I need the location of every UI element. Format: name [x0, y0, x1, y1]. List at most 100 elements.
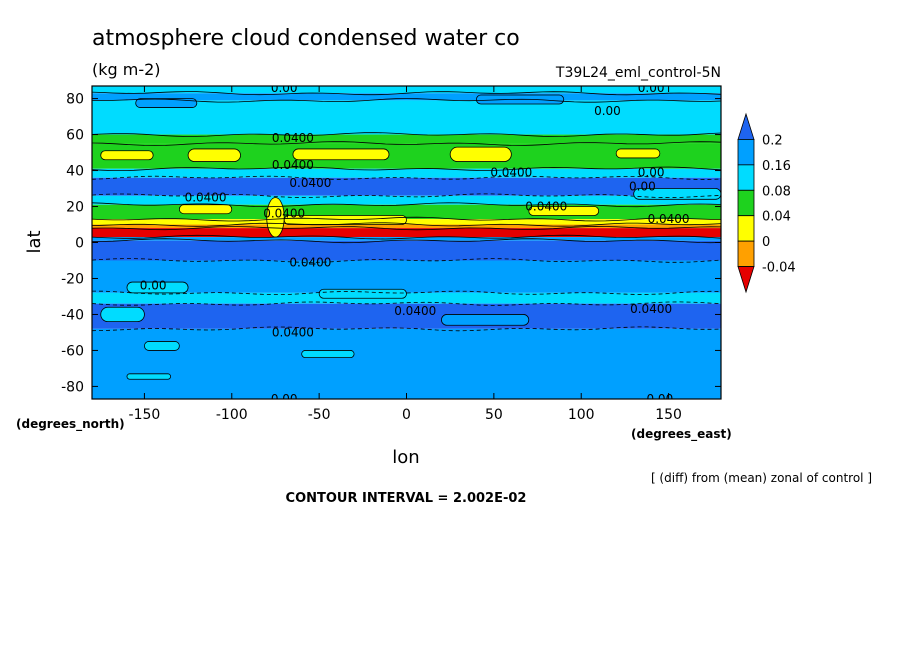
contour-interval: CONTOUR INTERVAL = 2.002E-02 [286, 491, 527, 506]
zonal-band-12 [92, 237, 721, 241]
zonal-band-2 [92, 100, 721, 135]
y-tick-label-7: 60 [66, 128, 84, 144]
x-tick-label-5: 100 [568, 407, 595, 423]
contour-label-0: 0.00 [271, 81, 298, 95]
contour-line-3 [92, 141, 721, 146]
zonal-band-17 [92, 328, 721, 399]
patch-3 [187, 148, 241, 162]
contour-lines-layer [92, 91, 721, 332]
zonal-band-1 [92, 93, 721, 101]
zonal-band-14 [92, 260, 721, 293]
contour-label-17: 0.0400 [272, 325, 314, 339]
y-tick-label-6: 40 [66, 164, 84, 180]
x-units-label: (degrees_east) [631, 427, 732, 442]
x-tick-label-4: 50 [485, 407, 503, 423]
patch-4 [292, 148, 390, 161]
colorbar-label-4: 0.16 [762, 159, 791, 174]
chart-units: (kg m-2) [92, 60, 161, 79]
contour-label-10: 0.0400 [525, 200, 567, 214]
x-tick-label-1: -100 [216, 407, 248, 423]
zonal-band-5 [92, 168, 721, 178]
contour-label-4: 0.0400 [272, 158, 314, 172]
zonal-band-13 [92, 240, 721, 261]
chart-title: atmosphere cloud condensed water co [92, 26, 520, 51]
diff-note: [ (diff) from (mean) zonal of control ] [651, 471, 872, 485]
zonal-band-6 [92, 177, 721, 196]
zonal-band-16 [92, 303, 721, 329]
contour-label-6: 0.00 [638, 165, 665, 179]
x-axis-label: lon [392, 447, 419, 468]
patch-2 [100, 150, 154, 161]
y-axis-label: lat [24, 230, 45, 253]
patch-13 [318, 288, 407, 299]
patch-0 [135, 98, 198, 108]
contour-label-18: 0.00 [271, 392, 298, 406]
contour-label-19: 0.00 [646, 392, 673, 406]
x-tick-label-3: 0 [402, 407, 411, 423]
colorbar-segment-0 [737, 266, 755, 294]
zonal-band-3 [92, 134, 721, 144]
patch-5 [449, 146, 512, 162]
x-tick-label-6: 150 [655, 407, 682, 423]
contour-line-0 [92, 91, 721, 96]
contour-label-2: 0.00 [594, 104, 621, 118]
colorbar-segment-5 [737, 139, 755, 166]
colorbar: -0.04 0 0.04 0.08 0.16 0.2 [737, 112, 796, 294]
patches-layer [100, 94, 721, 380]
contour-line-2 [92, 132, 721, 137]
y-units-label: (degrees_north) [16, 417, 125, 432]
contour-label-15: 0.0400 [394, 304, 436, 318]
contour-line-4 [92, 166, 721, 171]
run-label: T39L24_eml_control-5N [555, 65, 721, 81]
patch-17 [301, 350, 355, 359]
contour-label-1: 0.00 [638, 81, 665, 95]
contour-line-10 [92, 225, 721, 231]
colorbar-label-5: 0.2 [762, 133, 783, 148]
y-axis: -80 -60 -40 -20 0 20 40 60 80 [61, 92, 721, 395]
contour-label-5: 0.0400 [490, 165, 532, 179]
patch-16 [144, 341, 180, 351]
y-tick-label-2: -40 [61, 307, 84, 323]
patch-18 [126, 373, 172, 380]
contour-label-3: 0.0400 [272, 131, 314, 145]
zonal-bands-layer [92, 86, 721, 399]
contour-label-11: 0.0400 [263, 207, 305, 221]
colorbar-label-3: 0.08 [762, 184, 791, 199]
patch-6 [615, 148, 661, 159]
patch-8 [528, 206, 600, 216]
contour-label-16: 0.0400 [630, 302, 672, 316]
y-tick-label-4: 0 [75, 236, 84, 252]
zonal-band-11 [92, 228, 721, 238]
y-tick-label-3: -20 [61, 271, 84, 287]
contour-label-13: 0.0400 [289, 255, 331, 269]
x-tick-label-2: -50 [308, 407, 331, 423]
contour-line-1 [92, 98, 721, 103]
y-tick-label-1: -60 [61, 343, 84, 359]
colorbar-segment-6 [737, 112, 755, 140]
colorbar-segment-1 [737, 240, 755, 267]
zonal-band-10 [92, 224, 721, 229]
x-tick-label-0: -150 [129, 407, 161, 423]
contour-line-12 [92, 238, 721, 244]
colorbar-label-2: 0.04 [762, 210, 791, 225]
contour-label-14: 0.00 [140, 279, 167, 293]
contour-line-8 [92, 216, 721, 222]
colorbar-segment-2 [737, 215, 755, 242]
contour-line-11 [92, 234, 721, 240]
colorbar-label-0: -0.04 [762, 261, 796, 276]
y-tick-label-8: 80 [66, 92, 84, 108]
patch-11 [633, 188, 721, 200]
x-axis: -150 -100 -50 0 50 100 150 [129, 86, 682, 423]
patch-7 [178, 204, 233, 215]
colorbar-segment-3 [737, 189, 755, 217]
contour-label-7: 0.0400 [289, 176, 331, 190]
y-tick-label-0: -80 [61, 379, 84, 395]
contour-label-9: 0.0400 [185, 191, 227, 205]
zonal-band-15 [92, 292, 721, 304]
colorbar-segment-4 [737, 164, 755, 191]
contour-label-8: 0.00 [629, 180, 656, 194]
contour-line-9 [92, 222, 721, 227]
